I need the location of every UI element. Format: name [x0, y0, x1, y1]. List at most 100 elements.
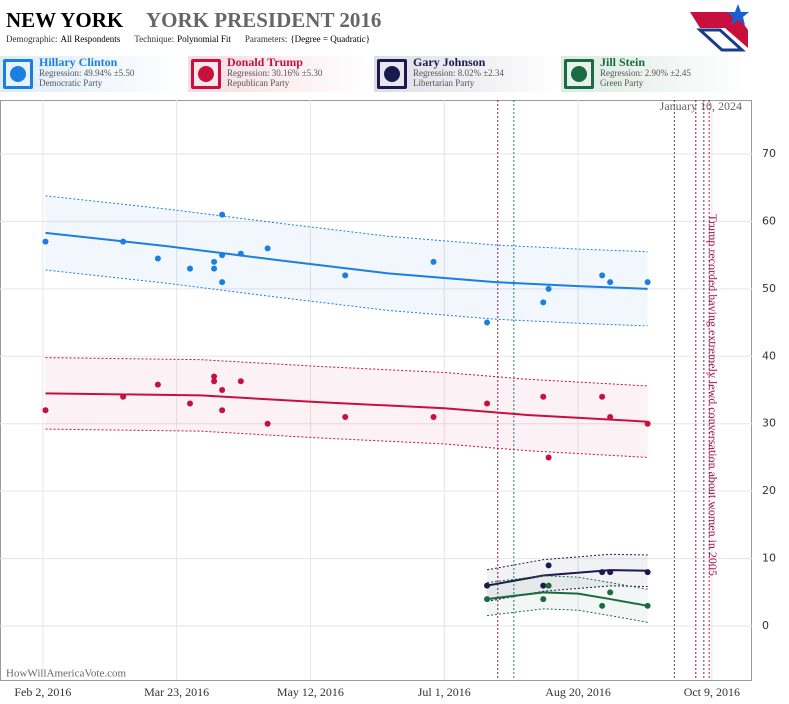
legend-regression: Regression: 30.16% ±5.30	[227, 68, 323, 78]
data-point	[607, 589, 614, 596]
meta-label: Parameters:	[245, 34, 287, 44]
data-point	[484, 596, 491, 603]
plot-frame	[0, 100, 752, 681]
y-tick-label: 20	[762, 484, 776, 497]
legend-icon-glyph	[198, 66, 214, 82]
data-point	[540, 299, 547, 306]
data-point	[607, 569, 614, 576]
data-point	[187, 400, 194, 407]
x-tick-label: May 12, 2016	[277, 685, 344, 699]
legend-icon-glyph	[571, 66, 587, 82]
legend-name: Donald Trump	[227, 55, 303, 69]
legend-name: Jill Stein	[600, 55, 645, 69]
band-upper	[45, 357, 648, 387]
legend-regression: Regression: 2.90% ±2.45	[600, 68, 691, 78]
data-point	[42, 407, 49, 414]
y-tick-label: 70	[762, 147, 776, 160]
data-point	[219, 387, 226, 393]
data-point	[599, 272, 606, 279]
data-point	[484, 582, 491, 589]
x-tick-label: Aug 20, 2016	[545, 685, 611, 699]
fit-line	[486, 569, 648, 587]
chart-title: NEW YORK	[6, 8, 124, 32]
y-tick-label: 0	[762, 619, 769, 632]
data-point	[430, 413, 437, 420]
data-point	[644, 569, 651, 576]
legend-party: Green Party	[600, 78, 644, 88]
data-point	[599, 393, 606, 400]
annotation: Trump recorded having extremely lewd con…	[706, 214, 720, 576]
data-point	[540, 596, 547, 603]
y-tick-label: 40	[762, 349, 776, 362]
data-point	[237, 250, 244, 257]
date-stamp: January 10, 2024	[660, 99, 742, 113]
data-point	[211, 373, 218, 380]
meta-value: Polynomial Fit	[177, 34, 231, 44]
band-lower	[45, 269, 648, 327]
x-tick-label: Oct 9, 2016	[684, 685, 740, 699]
band-upper	[45, 195, 648, 253]
confidence-band	[487, 554, 648, 602]
data-point	[264, 245, 271, 252]
data-point	[644, 602, 651, 609]
data-point	[120, 393, 127, 400]
data-point	[644, 279, 651, 286]
fit-line	[486, 591, 648, 607]
y-tick-label: 60	[762, 214, 776, 227]
data-point	[120, 238, 127, 245]
data-point	[219, 407, 226, 414]
legend-name: Gary Johnson	[413, 55, 486, 69]
data-point	[545, 454, 552, 461]
data-point	[607, 413, 614, 420]
band-lower	[45, 428, 648, 458]
confidence-band	[45, 357, 648, 458]
data-point	[484, 400, 491, 407]
data-point	[154, 255, 161, 262]
data-point	[430, 258, 437, 265]
x-tick-label: Mar 23, 2016	[144, 685, 209, 699]
legend-regression: Regression: 49.94% ±5.50	[39, 68, 135, 78]
data-point	[484, 319, 491, 326]
legend-regression: Regression: 8.02% ±2.34	[413, 68, 504, 78]
data-point	[599, 569, 606, 576]
legend-name: Hillary Clinton	[39, 55, 118, 69]
x-tick-label: Feb 2, 2016	[14, 685, 71, 699]
data-point	[545, 562, 552, 569]
data-point	[644, 420, 651, 427]
band-upper	[487, 575, 648, 590]
legend-party: Libertarian Party	[413, 78, 475, 88]
data-point	[545, 285, 552, 292]
band-upper	[486, 553, 648, 571]
meta-label: Demographic:	[6, 34, 57, 44]
data-point	[540, 393, 547, 400]
data-point	[607, 279, 614, 286]
legend-icon-glyph	[10, 66, 26, 82]
legend-party: Democratic Party	[39, 78, 103, 88]
data-point	[219, 252, 226, 259]
y-tick-label: 30	[762, 417, 776, 430]
source: HowWillAmericaVote.com	[6, 668, 126, 680]
data-point	[342, 272, 349, 279]
data-point	[219, 279, 226, 286]
fit-line	[45, 231, 648, 290]
data-point	[42, 238, 49, 245]
meta-value: All Respondents	[60, 34, 120, 44]
y-tick-label: 10	[762, 552, 776, 565]
data-point	[540, 582, 547, 589]
fit-line	[45, 392, 648, 423]
data-point	[211, 265, 218, 272]
data-point	[237, 378, 244, 385]
legend-icon-glyph	[384, 66, 400, 82]
x-tick-label: Jul 1, 2016	[418, 685, 471, 699]
y-tick-label: 50	[762, 282, 776, 295]
meta: Demographic: All Respondents Technique: Pol…	[6, 34, 370, 44]
data-point	[264, 420, 271, 427]
meta-label: Technique:	[134, 34, 174, 44]
confidence-band	[45, 195, 648, 326]
data-point	[211, 378, 218, 385]
logo	[690, 4, 749, 52]
data-point	[342, 413, 349, 420]
data-point	[211, 258, 218, 265]
